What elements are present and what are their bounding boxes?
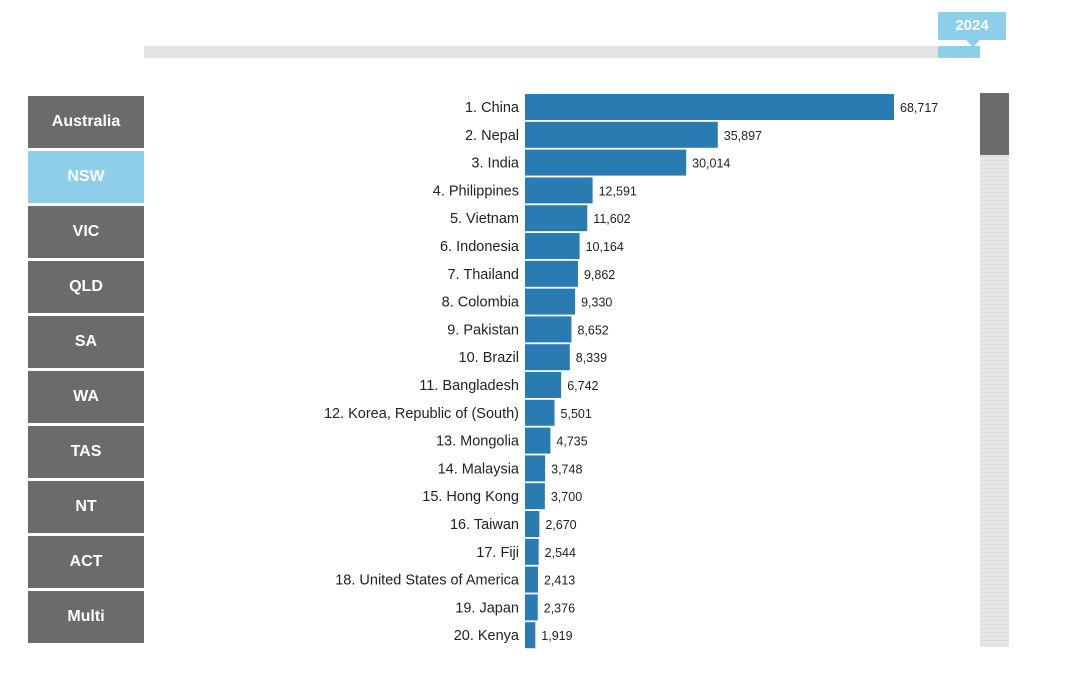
value-label: 10,164	[586, 240, 624, 254]
bar	[525, 399, 555, 426]
state-button-vic[interactable]: VIC	[28, 206, 144, 258]
value-label: 2,413	[544, 574, 575, 588]
category-label: 3. India	[471, 156, 519, 172]
bar	[525, 538, 539, 565]
category-label: 5. Vietnam	[450, 211, 519, 227]
bar	[525, 594, 538, 621]
value-label: 11,602	[593, 212, 630, 226]
bar	[525, 94, 894, 120]
state-selector: Australia NSW VIC QLD SA WA TAS NT ACT Multi	[28, 96, 144, 646]
category-label: 14. Malaysia	[438, 461, 520, 477]
category-label: 12. Korea, Republic of (South)	[324, 406, 519, 422]
category-label: 8. Colombia	[442, 295, 520, 311]
state-button-sa[interactable]: SA	[28, 316, 144, 368]
scrollbar-thumb[interactable]	[980, 93, 1009, 155]
state-button-qld[interactable]: QLD	[28, 261, 144, 313]
bar	[525, 316, 572, 343]
value-label: 9,862	[584, 268, 615, 282]
value-label: 12,591	[599, 184, 637, 198]
value-label: 4,735	[556, 435, 587, 449]
bar	[525, 288, 576, 315]
value-label: 5,501	[561, 407, 592, 421]
state-button-australia[interactable]: Australia	[28, 96, 144, 148]
bar	[525, 121, 718, 148]
category-label: 11. Bangladesh	[419, 378, 519, 394]
category-label: 15. Hong Kong	[422, 489, 519, 505]
bar	[525, 260, 578, 287]
bar	[525, 149, 687, 176]
chart-scrollbar[interactable]	[980, 93, 1009, 647]
category-label: 4. Philippines	[433, 183, 519, 199]
value-label: 8,339	[576, 351, 607, 365]
bar	[525, 344, 570, 371]
value-label: 68,717	[900, 101, 938, 115]
bar	[525, 427, 551, 454]
year-timeline-progress	[938, 46, 980, 58]
state-button-nt[interactable]: NT	[28, 481, 144, 533]
category-label: 16. Taiwan	[450, 517, 519, 533]
bar	[525, 622, 536, 649]
state-button-nsw[interactable]: NSW	[28, 151, 144, 203]
state-button-tas[interactable]: TAS	[28, 426, 144, 478]
category-label: 17. Fiji	[476, 545, 519, 561]
bar	[525, 372, 562, 398]
bar	[525, 455, 546, 482]
bar	[525, 177, 593, 204]
value-label: 1,919	[541, 629, 572, 643]
category-label: 2. Nepal	[465, 128, 519, 144]
value-label: 3,700	[551, 490, 582, 504]
category-label: 19. Japan	[455, 600, 519, 616]
bar	[525, 205, 588, 232]
category-label: 18. United States of America	[335, 573, 520, 589]
value-label: 9,330	[581, 296, 612, 310]
category-label: 10. Brazil	[459, 350, 519, 366]
state-button-wa[interactable]: WA	[28, 371, 144, 423]
value-label: 2,670	[545, 518, 576, 532]
bar	[525, 233, 580, 259]
value-label: 2,376	[544, 601, 575, 615]
value-label: 3,748	[551, 462, 582, 476]
category-label: 20. Kenya	[454, 628, 520, 644]
category-label: 6. Indonesia	[440, 239, 520, 255]
value-label: 8,652	[577, 323, 608, 337]
year-timeline[interactable]	[144, 46, 980, 58]
category-label: 1. China	[465, 100, 520, 116]
category-label: 13. Mongolia	[436, 434, 520, 450]
category-label: 7. Thailand	[448, 267, 519, 283]
bar	[525, 483, 545, 510]
value-label: 35,897	[724, 129, 762, 143]
value-label: 30,014	[692, 157, 730, 171]
bar	[525, 566, 538, 593]
value-label: 6,742	[567, 379, 598, 393]
state-button-act[interactable]: ACT	[28, 536, 144, 588]
category-label: 9. Pakistan	[447, 322, 519, 338]
value-label: 2,544	[545, 546, 576, 560]
state-button-multi[interactable]: Multi	[28, 591, 144, 643]
year-badge: 2024	[938, 12, 1006, 47]
bar	[525, 511, 540, 537]
